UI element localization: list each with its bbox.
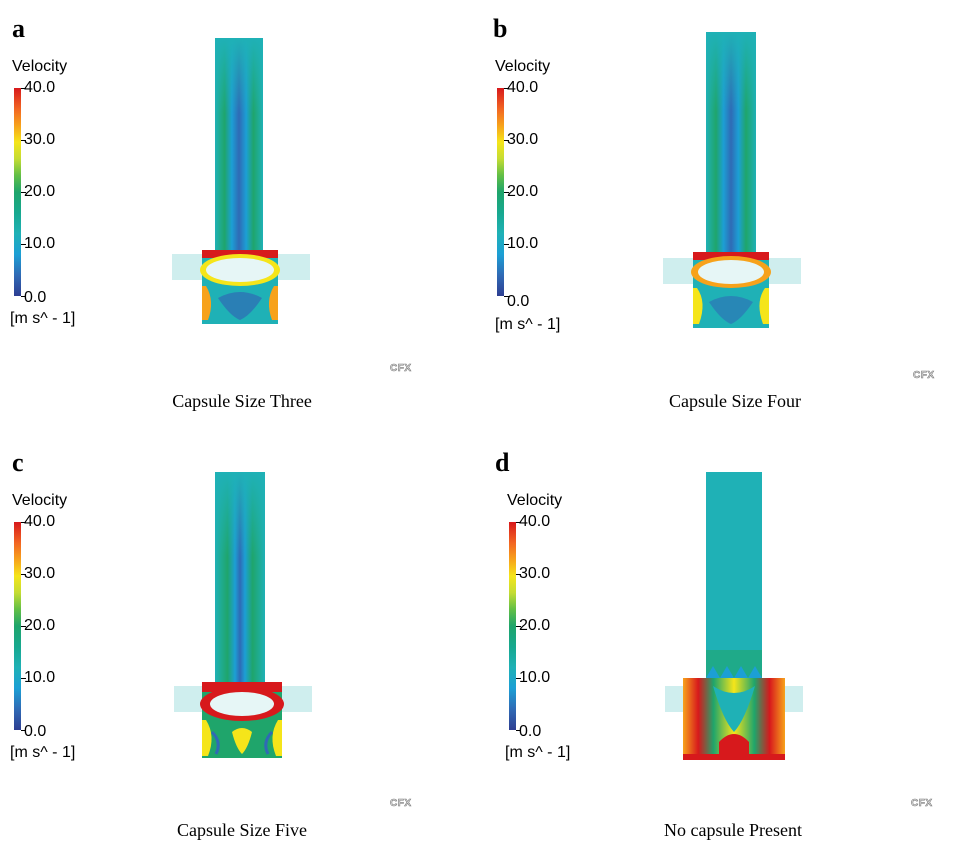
unit-label: [m s^ - 1]: [495, 316, 561, 333]
tick: [21, 626, 26, 627]
velocity-colorbar: [497, 88, 504, 296]
unit-label: [m s^ - 1]: [505, 744, 571, 761]
tick-label: 20.0: [519, 617, 551, 634]
panel-letter: c: [12, 448, 24, 477]
panel-letter: d: [495, 448, 510, 477]
tick-label: 20.0: [24, 617, 56, 634]
tick-label: 10.0: [507, 235, 539, 252]
legend-title: Velocity: [507, 492, 563, 509]
tick-label: 20.0: [507, 183, 539, 200]
legend-title: Velocity: [12, 58, 68, 75]
tick: [504, 192, 509, 193]
panel-caption: Capsule Size Four: [669, 391, 801, 411]
cfx-watermark: CFX: [390, 798, 412, 810]
tick: [516, 730, 521, 731]
tick: [21, 296, 26, 297]
tick-label: 30.0: [24, 565, 56, 582]
tick-label: 30.0: [519, 565, 551, 582]
tick-label: 30.0: [507, 131, 539, 148]
tick: [504, 140, 509, 141]
panel-caption: No capsule Present: [664, 820, 802, 840]
tick-label: 0.0: [24, 723, 47, 740]
velocity-field-image: [663, 32, 801, 328]
legend-title: Velocity: [12, 492, 68, 509]
panel-caption: Capsule Size Three: [172, 391, 312, 411]
velocity-field-image: [174, 472, 312, 758]
tick-label: 40.0: [24, 513, 56, 530]
tick-label: 0.0: [507, 293, 530, 310]
tick: [21, 192, 26, 193]
tick-label: 10.0: [24, 669, 56, 686]
cfx-watermark: CFX: [913, 370, 935, 382]
tick: [504, 88, 509, 89]
tick: [21, 244, 26, 245]
panel-a: a Velocity 40.0 30.0 20.0 10.0 0.0 [m s^…: [0, 0, 481, 417]
panel-d: d Velocity 40.0 30.0 20.0 10.0 0.0 [m s^…: [481, 434, 962, 851]
tick: [21, 140, 26, 141]
tick-label: 10.0: [24, 235, 56, 252]
panel-letter: b: [493, 14, 508, 43]
tick: [21, 678, 26, 679]
velocity-field-image: [665, 472, 803, 760]
velocity-colorbar: [14, 522, 21, 730]
velocity-field-image: [172, 38, 310, 324]
tick: [21, 88, 26, 89]
tick: [504, 244, 509, 245]
tick: [21, 574, 26, 575]
cfx-watermark: CFX: [911, 798, 933, 810]
velocity-colorbar: [509, 522, 516, 730]
legend-title: Velocity: [495, 58, 551, 75]
unit-label: [m s^ - 1]: [10, 310, 76, 327]
tick-label: 10.0: [519, 669, 551, 686]
panel-letter: a: [12, 14, 25, 43]
tick-label: 40.0: [507, 79, 539, 96]
tick: [504, 296, 509, 297]
unit-label: [m s^ - 1]: [10, 744, 76, 761]
tick-label: 0.0: [519, 723, 542, 740]
tick: [516, 678, 521, 679]
panel-caption: Capsule Size Five: [177, 820, 307, 840]
tick: [516, 574, 521, 575]
tick-label: 0.0: [24, 289, 47, 306]
tick-label: 40.0: [24, 79, 56, 96]
tick: [516, 626, 521, 627]
velocity-colorbar: [14, 88, 21, 296]
tick-label: 30.0: [24, 131, 56, 148]
tick: [21, 730, 26, 731]
tick-label: 40.0: [519, 513, 551, 530]
cfx-watermark: CFX: [390, 363, 412, 375]
tick: [516, 522, 521, 523]
tick: [21, 522, 26, 523]
panel-b: b Velocity 40.0 30.0 20.0 10.0 0.0 [m s^…: [481, 0, 962, 417]
panel-c: c Velocity 40.0 30.0 20.0 10.0 0.0 [m s^…: [0, 434, 481, 851]
tick-label: 20.0: [24, 183, 56, 200]
